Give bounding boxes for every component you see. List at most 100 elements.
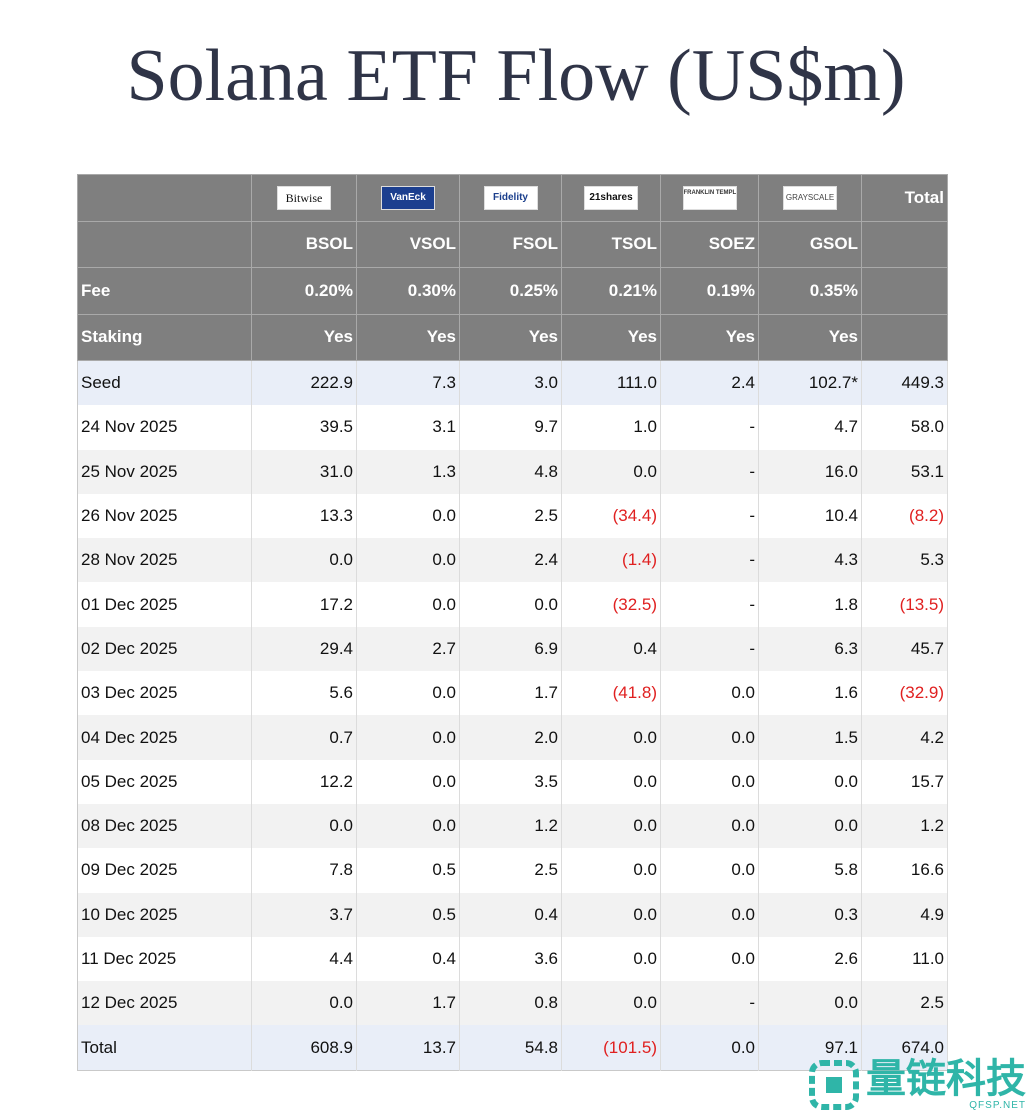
flow-value: - [660, 493, 759, 539]
flow-value: 6.3 [758, 626, 862, 672]
flow-value: 1.6 [758, 671, 862, 716]
flow-value: 0.0 [660, 1025, 759, 1071]
flow-value: 12.2 [251, 759, 357, 804]
flow-value: 2.4 [459, 538, 562, 583]
flow-value: - [660, 405, 759, 450]
logo-cell: FRANKLIN TEMPLETON [660, 174, 759, 222]
row-label: 04 Dec 2025 [77, 715, 252, 760]
data-row: 24 Nov 2025 39.5 3.1 9.7 1.0-4.7 58.0 [77, 405, 948, 450]
data-row: 28 Nov 2025 0.0 0.0 2.4 (1.4) -4.3 5.3 [77, 538, 948, 583]
fee-value: 0.35% [758, 267, 862, 315]
header-cell [77, 220, 252, 268]
logo-cell: 21shares [561, 174, 661, 222]
flow-value: 0.0 [561, 759, 661, 804]
staking-value: Yes [459, 313, 562, 361]
data-row: 25 Nov 2025 31.0 1.3 4.8 0.0-16.0 53.1 [77, 449, 948, 494]
fee-value: 0.21% [561, 267, 661, 315]
flow-value: 0.0 [356, 803, 460, 849]
issuer-logo: GRAYSCALE [784, 186, 836, 209]
row-label: 28 Nov 2025 [77, 538, 252, 583]
flow-value: 0.0 [561, 449, 661, 494]
flow-value: 1.5 [758, 715, 862, 760]
flow-value: 13.7 [356, 1025, 460, 1071]
flow-value: 10.4 [758, 493, 862, 539]
flow-value: (8.2) [861, 493, 948, 539]
flow-value: 0.0 [758, 981, 862, 1026]
flow-value: - [660, 626, 759, 672]
flow-value: 0.0 [251, 981, 357, 1026]
staking-value: Yes [356, 313, 460, 361]
fee-row: Fee 0.20% 0.30% 0.25% 0.21% 0.19% 0.35% [77, 267, 948, 315]
row-label: 08 Dec 2025 [77, 803, 252, 849]
flow-value: 0.5 [356, 848, 460, 893]
flow-value: (34.4) [561, 493, 661, 539]
flow-value: 0.0 [459, 582, 562, 627]
data-row: 03 Dec 2025 5.6 0.0 1.7 (41.8) 0.0 1.6 (32.9) [77, 671, 948, 716]
flow-value: 0.0 [561, 803, 661, 849]
flow-value: - [660, 981, 759, 1026]
flow-value: 0.5 [356, 892, 460, 937]
flow-value: 45.7 [861, 626, 948, 672]
row-label: 09 Dec 2025 [77, 848, 252, 893]
fee-value: 0.19% [660, 267, 759, 315]
row-label: 24 Nov 2025 [77, 405, 252, 450]
flow-value: 222.9 [251, 360, 357, 406]
flow-value: 0.0 [758, 803, 862, 849]
flow-value: 0.4 [561, 626, 661, 672]
flow-value: 5.6 [251, 671, 357, 716]
data-row: 12 Dec 2025 0.0 1.7 0.8 0.0-0.0 2.5 [77, 981, 948, 1026]
flow-value: (13.5) [861, 582, 948, 627]
flow-value: (32.5) [561, 582, 661, 627]
flow-value: 0.0 [660, 936, 759, 982]
flow-value: 608.9 [251, 1025, 357, 1071]
flow-value: 0.0 [660, 892, 759, 937]
flow-value: 97.1 [758, 1025, 862, 1071]
staking-value: Yes [561, 313, 661, 361]
ticker: TSOL [561, 220, 661, 268]
flow-value: 2.5 [459, 493, 562, 539]
flow-value: 0.0 [251, 538, 357, 583]
flow-value: 4.9 [861, 892, 948, 937]
flow-value: 102.7* [758, 360, 862, 406]
flow-value: 39.5 [251, 405, 357, 450]
flow-value: 3.6 [459, 936, 562, 982]
flow-value: 1.2 [459, 803, 562, 849]
flow-value: 0.0 [561, 936, 661, 982]
data-row: Total 608.9 13.7 54.8 (101.5) 0.0 97.1 674.0 [77, 1025, 948, 1071]
flow-value: 0.0 [660, 759, 759, 804]
ticker: BSOL [251, 220, 357, 268]
flow-value: 0.0 [561, 981, 661, 1026]
issuer-logo: Fidelity [484, 186, 537, 209]
issuer-logo: FRANKLIN TEMPLETON [683, 186, 736, 209]
flow-value: 0.0 [561, 715, 661, 760]
flow-value: 0.0 [561, 892, 661, 937]
fee-label: Fee [77, 267, 252, 315]
flow-value: 0.8 [459, 981, 562, 1026]
fee-value: 0.25% [459, 267, 562, 315]
watermark: 量链科技 QFSP.NET [808, 1058, 1026, 1111]
flow-value: 1.8 [758, 582, 862, 627]
flow-value: 7.8 [251, 848, 357, 893]
flow-value: 4.4 [251, 936, 357, 982]
flow-value: 9.7 [459, 405, 562, 450]
flow-value: (32.9) [861, 671, 948, 716]
flow-value: 3.1 [356, 405, 460, 450]
flow-value: 2.6 [758, 936, 862, 982]
row-label: 03 Dec 2025 [77, 671, 252, 716]
flow-value: 111.0 [561, 360, 661, 406]
staking-value: Yes [660, 313, 759, 361]
flow-value: 0.0 [356, 715, 460, 760]
row-label: 26 Nov 2025 [77, 493, 252, 539]
flow-value: 1.0 [561, 405, 661, 450]
staking-value: Yes [758, 313, 862, 361]
logo-cell: VanEck [356, 174, 460, 222]
flow-value: 13.3 [251, 493, 357, 539]
page-title: Solana ETF Flow (US$m) [126, 35, 906, 117]
flow-value: - [660, 449, 759, 494]
logo-cell: Bitwise [251, 174, 357, 222]
flow-value: 5.8 [758, 848, 862, 893]
data-row: 05 Dec 2025 12.2 0.0 3.5 0.0 0.0 0.0 15.7 [77, 759, 948, 804]
staking-label: Staking [77, 313, 252, 361]
row-label: 05 Dec 2025 [77, 759, 252, 804]
flow-value: 0.0 [356, 582, 460, 627]
